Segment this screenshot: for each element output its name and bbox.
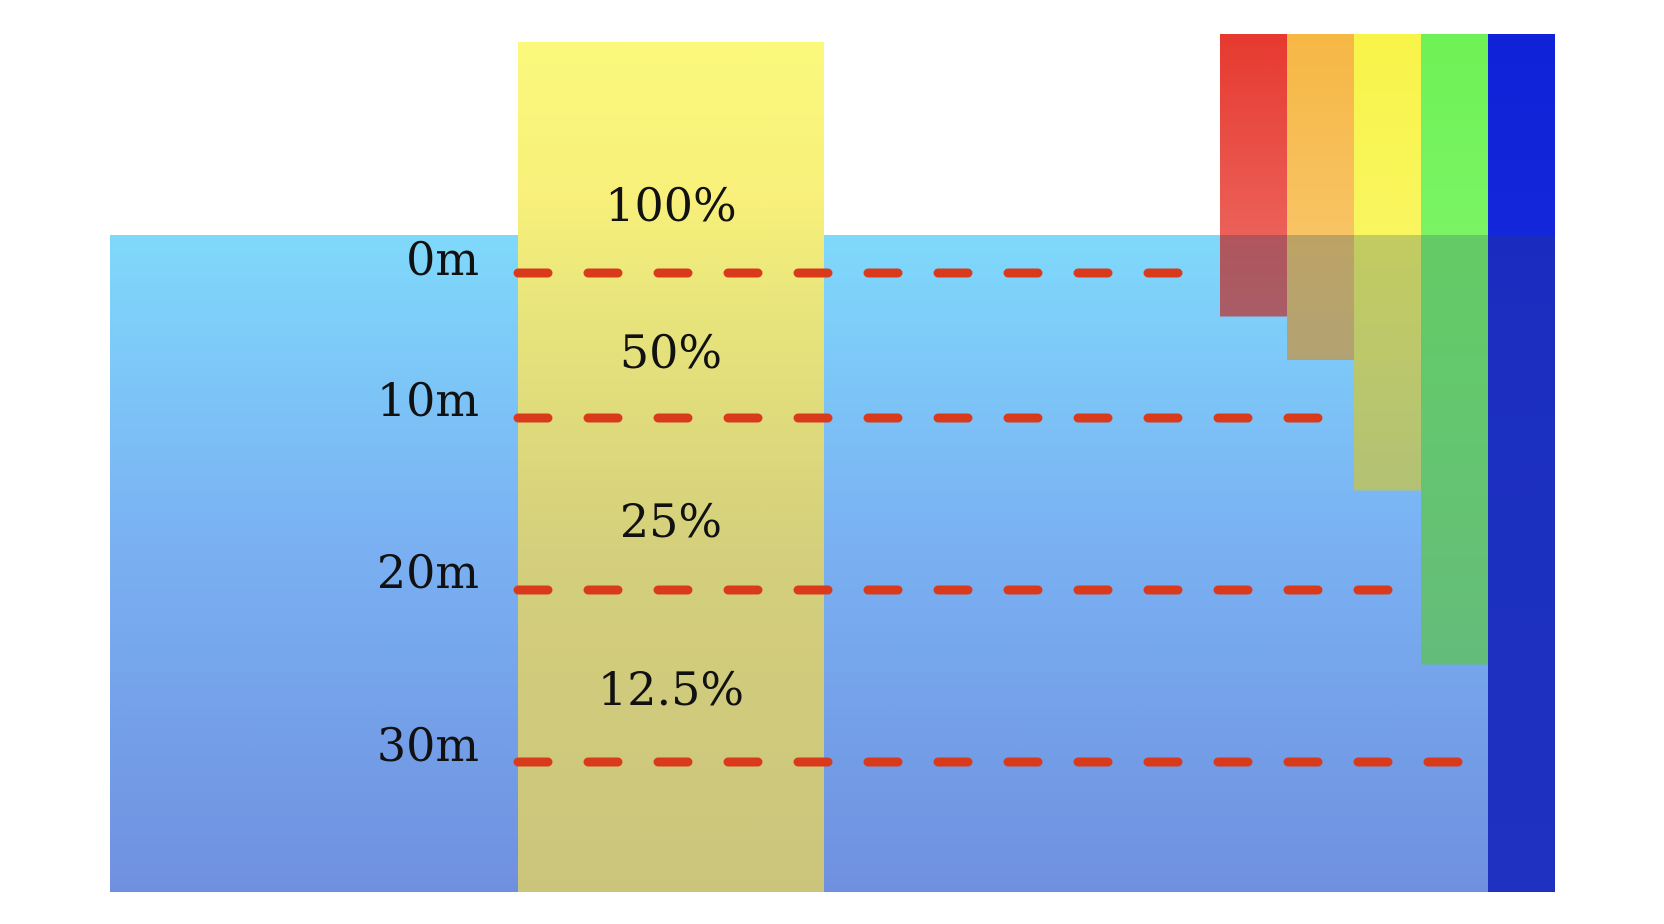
spectrum-band-blue-underwater-shade	[1488, 235, 1555, 892]
intensity-label-12-5: 12.5%	[597, 662, 745, 716]
spectrum-band-red-underwater-shade	[1220, 235, 1287, 317]
depth-label-0m: 0m	[406, 232, 479, 286]
spectrum-band-yellow-underwater-shade	[1354, 235, 1421, 491]
spectrum-band-blue	[1488, 34, 1555, 892]
depth-label-30m: 30m	[376, 718, 479, 772]
depth-label-10m: 10m	[376, 373, 479, 427]
sunlight-column	[518, 42, 824, 892]
spectrum-band-yellow	[1354, 34, 1421, 491]
intensity-label-50: 50%	[619, 325, 723, 379]
spectrum-band-red	[1220, 34, 1287, 317]
spectrum-band-orange-underwater-shade	[1287, 235, 1354, 360]
spectrum-band-green	[1421, 34, 1488, 665]
intensity-label-100: 100%	[605, 178, 737, 232]
intensity-label-25: 25%	[619, 494, 723, 548]
spectrum-band-orange	[1287, 34, 1354, 360]
depth-label-20m: 20m	[376, 545, 479, 599]
spectrum-band-green-underwater-shade	[1421, 235, 1488, 665]
